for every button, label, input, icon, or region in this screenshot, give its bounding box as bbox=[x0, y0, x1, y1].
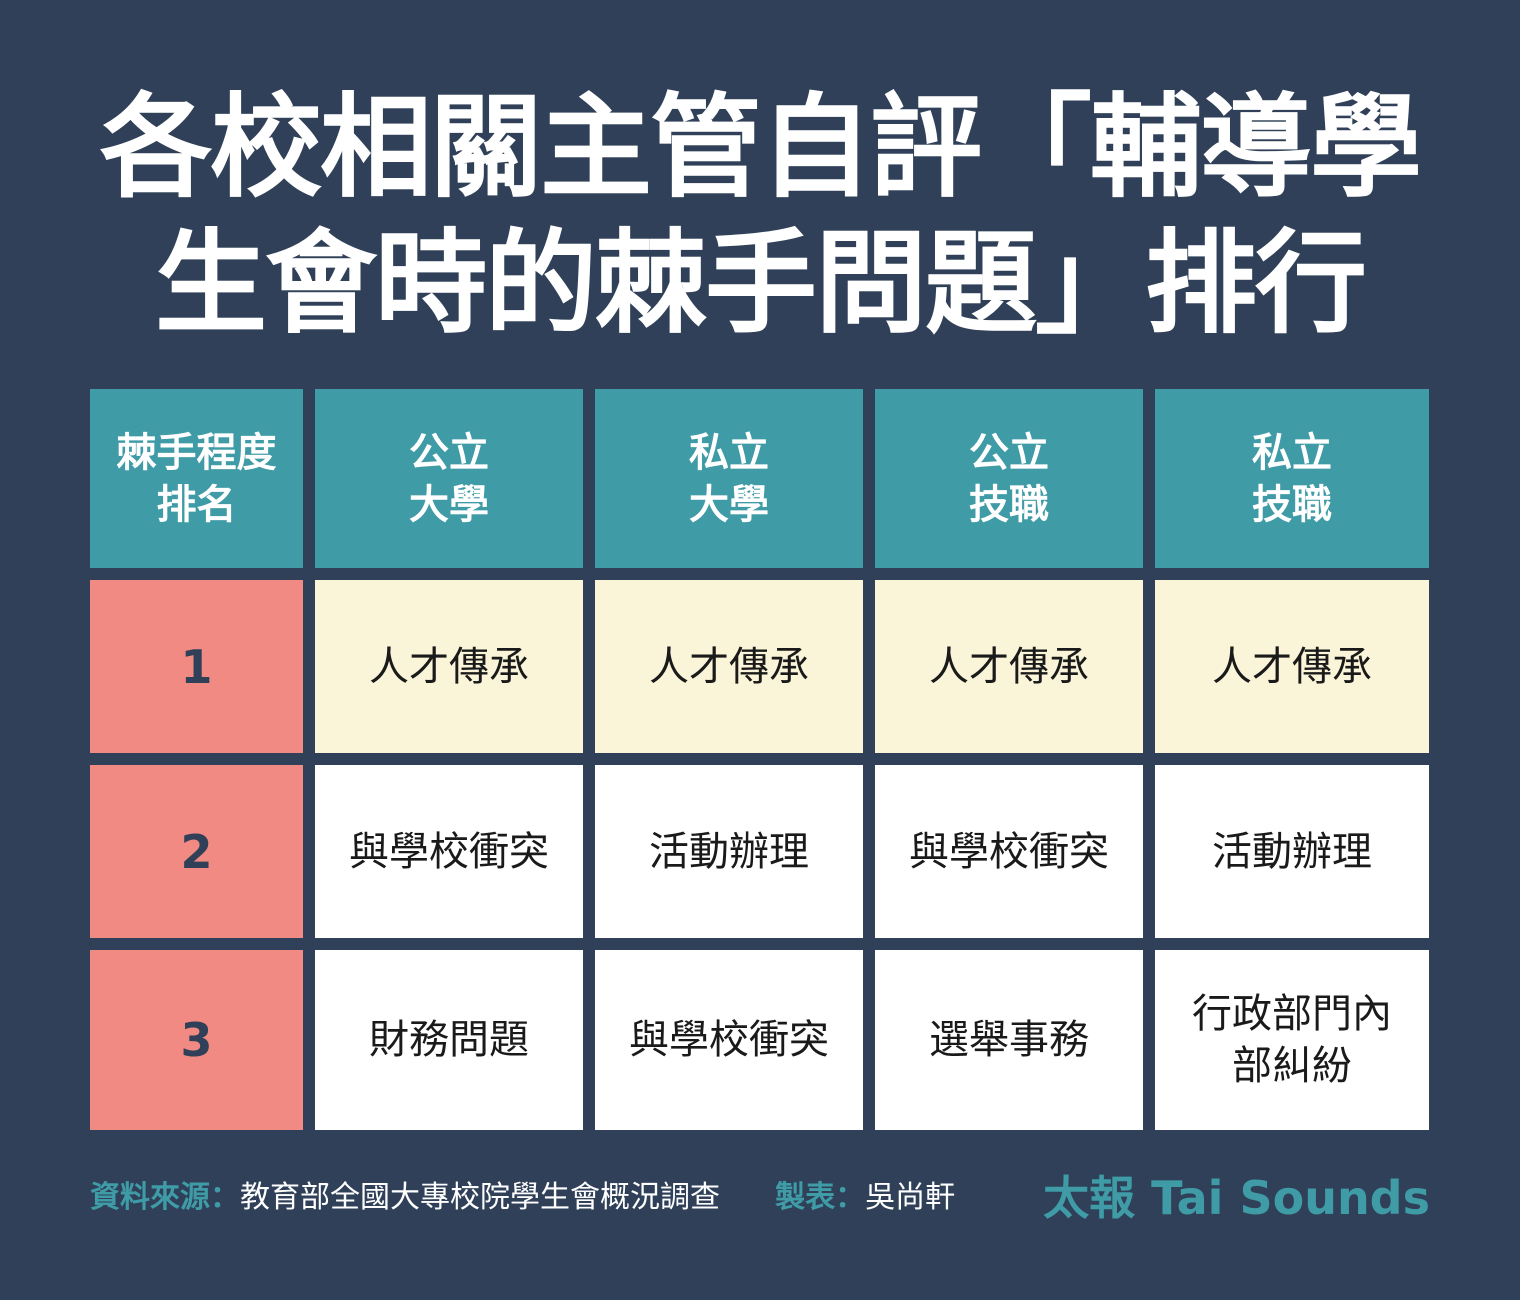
source-text: 教育部全國大專校院學生會概況調查 bbox=[240, 1180, 720, 1215]
cell-text-line: 活動辦理 bbox=[649, 828, 809, 875]
table-cell: 與學校衝突 bbox=[875, 765, 1143, 938]
header-cell: 公立 技職 bbox=[875, 389, 1143, 568]
table-cell: 人才傳承 bbox=[1155, 580, 1429, 753]
cell-text-line: 選舉事務 bbox=[929, 1017, 1089, 1063]
title-line-1: 各校相關主管自評「輔導學 bbox=[100, 83, 1422, 213]
cell-text-line: 與學校衝突 bbox=[349, 828, 549, 875]
cell-text-line: 公立 bbox=[409, 429, 489, 476]
table-cell: 活動辦理 bbox=[595, 765, 863, 938]
table-cell: 人才傳承 bbox=[875, 580, 1143, 753]
cell-text-line: 人才傳承 bbox=[369, 643, 529, 690]
table-cell: 活動辦理 bbox=[1155, 765, 1429, 938]
cell-text-line: 人才傳承 bbox=[649, 643, 809, 690]
header-cell: 公立 大學 bbox=[315, 389, 583, 568]
table-cell: 與學校衝突 bbox=[315, 765, 583, 938]
brand-logo: 太報 Tai Sounds bbox=[1043, 1171, 1430, 1225]
cell-text-line: 部糾紛 bbox=[1232, 1043, 1352, 1089]
rank-cell: 3 bbox=[90, 950, 303, 1130]
footer-credits: 資料來源：教育部全國大專校院學生會概況調查 製表：吳尚軒 bbox=[90, 1172, 955, 1216]
cell-text-line: 公立 bbox=[969, 429, 1049, 476]
cell-text-line: 與學校衝突 bbox=[629, 1017, 829, 1063]
cell-text-line: 技職 bbox=[1252, 481, 1332, 528]
header-cell: 私立 大學 bbox=[595, 389, 863, 568]
table-cell: 行政部門內 部糾紛 bbox=[1155, 950, 1429, 1130]
source-label: 資料來源： bbox=[90, 1180, 240, 1215]
table-cell: 選舉事務 bbox=[875, 950, 1143, 1130]
rank-cell: 2 bbox=[90, 765, 303, 938]
table-cell: 人才傳承 bbox=[595, 580, 863, 753]
cell-text-line: 人才傳承 bbox=[929, 643, 1089, 690]
table-cell: 財務問題 bbox=[315, 950, 583, 1130]
cell-text-line: 私立 bbox=[689, 429, 769, 476]
table-cell: 人才傳承 bbox=[315, 580, 583, 753]
cell-text-line: 技職 bbox=[969, 481, 1049, 528]
cell-text-line: 活動辦理 bbox=[1212, 828, 1372, 875]
header-cell: 私立 技職 bbox=[1155, 389, 1429, 568]
page-title: 各校相關主管自評「輔導學 生會時的棘手問題」排行 bbox=[0, 80, 1520, 352]
cell-text-line: 大學 bbox=[409, 481, 489, 528]
table-cell: 與學校衝突 bbox=[595, 950, 863, 1130]
cell-text-line: 與學校衝突 bbox=[909, 828, 1109, 875]
header-cell: 棘手程度 排名 bbox=[90, 389, 303, 568]
cell-text-line: 人才傳承 bbox=[1212, 643, 1372, 690]
cell-text-line: 棘手程度 bbox=[116, 429, 277, 476]
rank-cell: 1 bbox=[90, 580, 303, 753]
cell-text-line: 財務問題 bbox=[369, 1017, 529, 1063]
cell-text-line: 行政部門內 bbox=[1192, 991, 1392, 1037]
author-text: 吳尚軒 bbox=[865, 1180, 956, 1215]
cell-text-line: 私立 bbox=[1252, 429, 1332, 476]
cell-text-line: 大學 bbox=[689, 481, 769, 528]
title-line-2: 生會時的棘手問題」排行 bbox=[155, 219, 1367, 349]
cell-text-line: 排名 bbox=[156, 481, 237, 528]
author-label: 製表： bbox=[775, 1180, 866, 1215]
ranking-table: 棘手程度 排名 公立 大學 私立 大學 公立 技職 私立 技職 1 人才傳承 人才傳承 人才傳承 人才傳承 2… bbox=[90, 389, 1429, 1130]
